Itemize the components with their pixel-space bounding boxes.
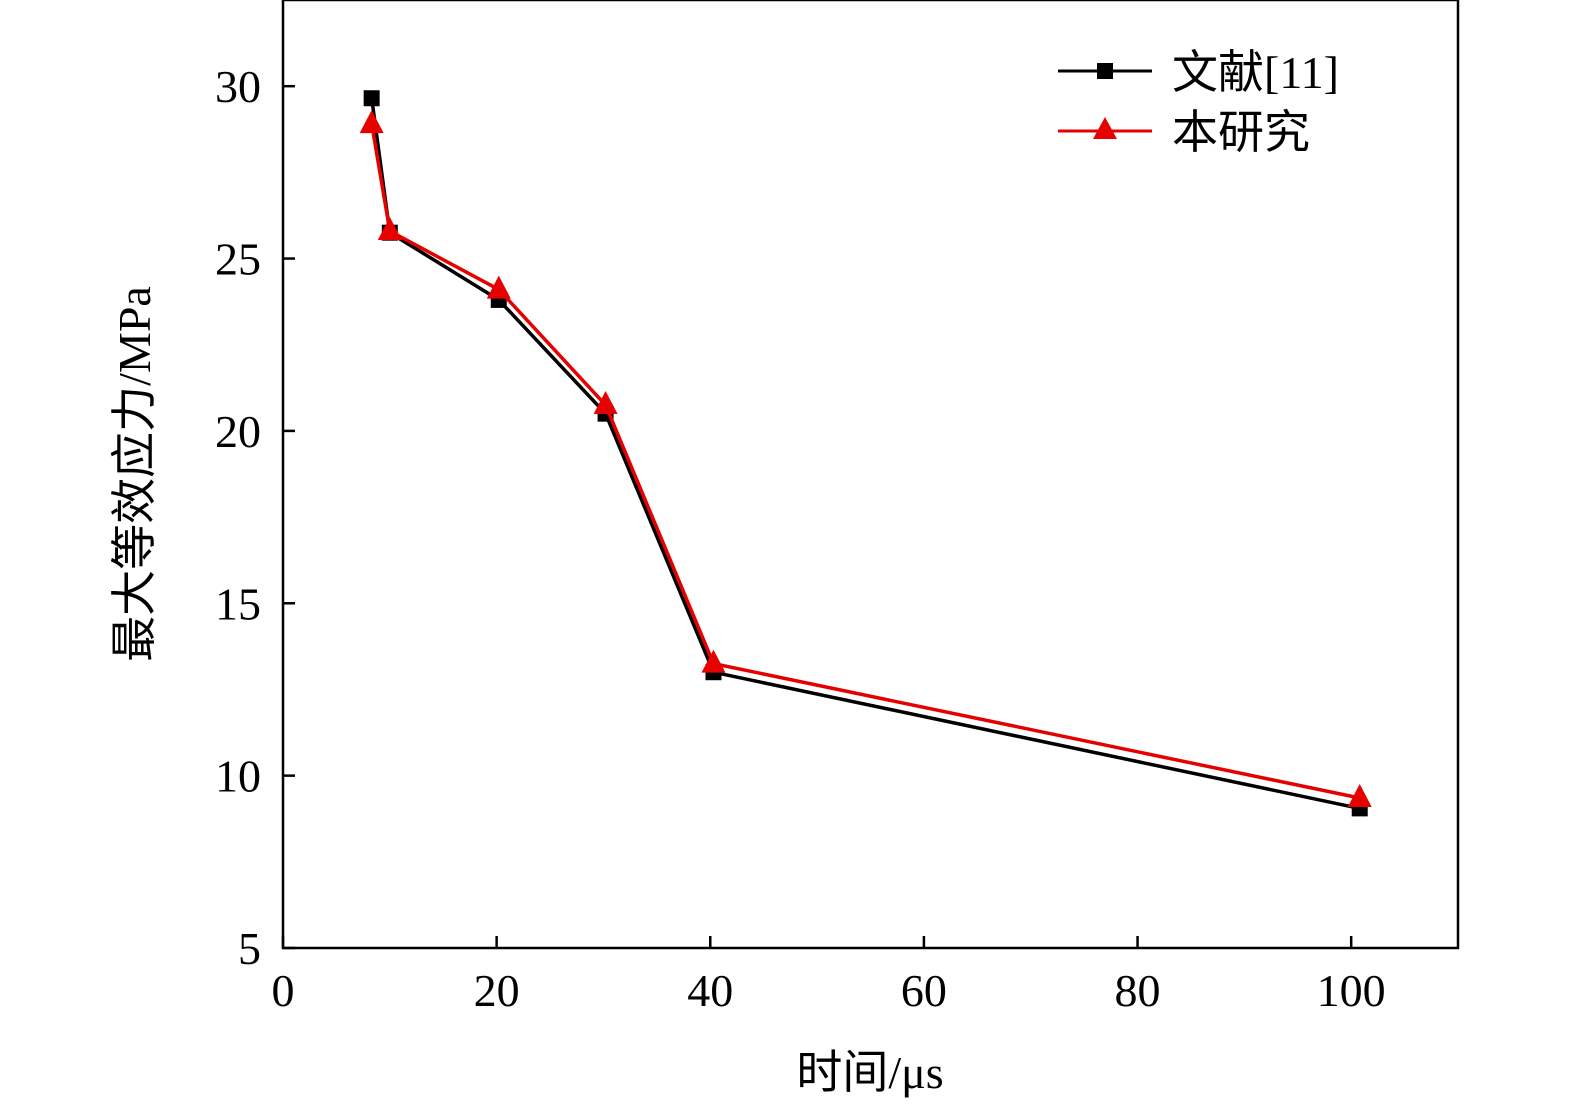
plot-frame: [281, 0, 1460, 950]
y-axis-title: 最大等效应力/MPa: [109, 286, 160, 662]
x-tick-label: 60: [901, 965, 947, 1016]
x-tick-label: 100: [1317, 965, 1386, 1016]
x-tick-label: 80: [1115, 965, 1161, 1016]
series-lines: [359, 90, 1372, 817]
data-point-triangle: [359, 110, 384, 134]
data-point-square: [363, 90, 380, 107]
y-tick-label: 25: [215, 234, 261, 285]
legend-label-文献11: 文献[11]: [1172, 47, 1339, 98]
axes: [281, 0, 1460, 950]
x-tick-label: 20: [474, 965, 520, 1016]
data-point-triangle: [486, 275, 511, 299]
y-tick-label: 5: [238, 923, 261, 974]
series-line-1: [369, 123, 1361, 800]
y-axis-ticks: 5 10 15 20 25 30: [215, 61, 295, 974]
legend-marker-square: [1097, 63, 1113, 79]
data-point-triangle: [593, 391, 618, 415]
legend-marker-triangle: [1093, 117, 1117, 139]
y-tick-label: 30: [215, 61, 261, 112]
series-line-0: [369, 97, 1361, 811]
legend: 文献[11] 本研究: [1058, 47, 1339, 158]
x-tick-label: 0: [272, 965, 295, 1016]
x-axis-title: 时间/μs: [796, 1047, 943, 1098]
legend-label-本研究: 本研究: [1172, 107, 1310, 158]
data-point-triangle: [1347, 784, 1372, 808]
y-tick-label: 15: [215, 578, 261, 629]
y-tick-label: 10: [215, 751, 261, 802]
data-point-triangle: [377, 216, 402, 240]
y-tick-label: 20: [215, 406, 261, 457]
data-point-triangle: [701, 649, 726, 673]
x-tick-label: 40: [687, 965, 733, 1016]
x-axis-ticks: 0 20 40 60 80 100: [272, 936, 1386, 1016]
